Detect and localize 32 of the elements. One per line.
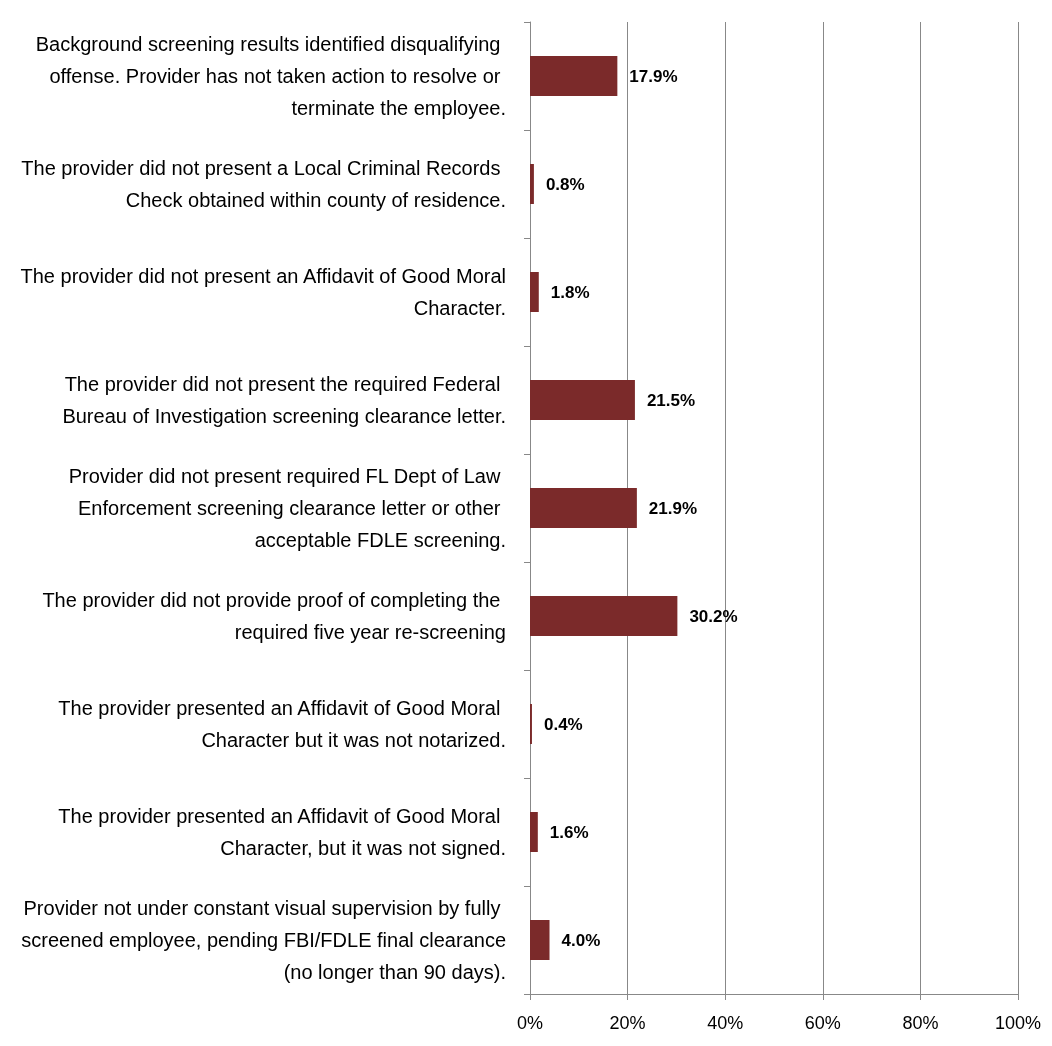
x-tick-label: 0% [516, 1013, 544, 1033]
y-tick-label: The provider did not provide proof of completing the required five year re-screening [42, 589, 506, 643]
y-tick-label: The provider presented an Affidavit of Good Moral Character, but it was not signed. [58, 805, 506, 859]
bar [530, 812, 538, 852]
bar [530, 380, 635, 420]
bar [530, 56, 618, 96]
data-label: 0.4% [543, 714, 583, 734]
x-tick-label: 20% [609, 1013, 646, 1033]
data-label: 21.5% [646, 390, 696, 410]
data-label: 0.8% [545, 174, 585, 194]
data-label: 4.0% [561, 930, 601, 950]
y-tick-label: The provider presented an Affidavit of Good Moral Character but it was not notarized. [58, 697, 506, 751]
data-label: 1.8% [550, 282, 590, 302]
data-label: 17.9% [629, 66, 678, 86]
bar [530, 272, 539, 312]
y-tick-label: The provider did not present an Affidavit of Good Moral Character. [20, 265, 506, 319]
y-tick-label: Background screening results identified disqualifying offense. Provider has not taken action to resolve or terminate the employee. [35, 33, 506, 119]
data-label: 21.9% [648, 498, 698, 518]
x-tick-label: 100% [994, 1013, 1042, 1033]
bar [530, 164, 534, 204]
x-tick-label: 80% [902, 1013, 939, 1033]
y-tick-label: The provider did not present the required Federal Bureau of Investigation screening clearance letter. [62, 373, 506, 427]
bar [530, 596, 678, 636]
x-tick-label: 60% [804, 1013, 841, 1033]
x-tick-label: 40% [707, 1013, 744, 1033]
bar [530, 488, 637, 528]
y-tick-label: The provider did not present a Local Criminal Records Check obtained within county of residence. [21, 157, 506, 211]
y-tick-label: Provider not under constant visual supervision by fully screened employee, pending FBI/FDLE final clearance (no longer than 90 days). [21, 897, 506, 983]
data-label: 30.2% [689, 606, 738, 626]
data-label: 1.6% [549, 822, 589, 842]
bar [530, 920, 550, 960]
y-tick-label: Provider did not present required FL Dept of Law Enforcement screening clearance letter or other acceptable FDLE screening. [68, 465, 506, 551]
